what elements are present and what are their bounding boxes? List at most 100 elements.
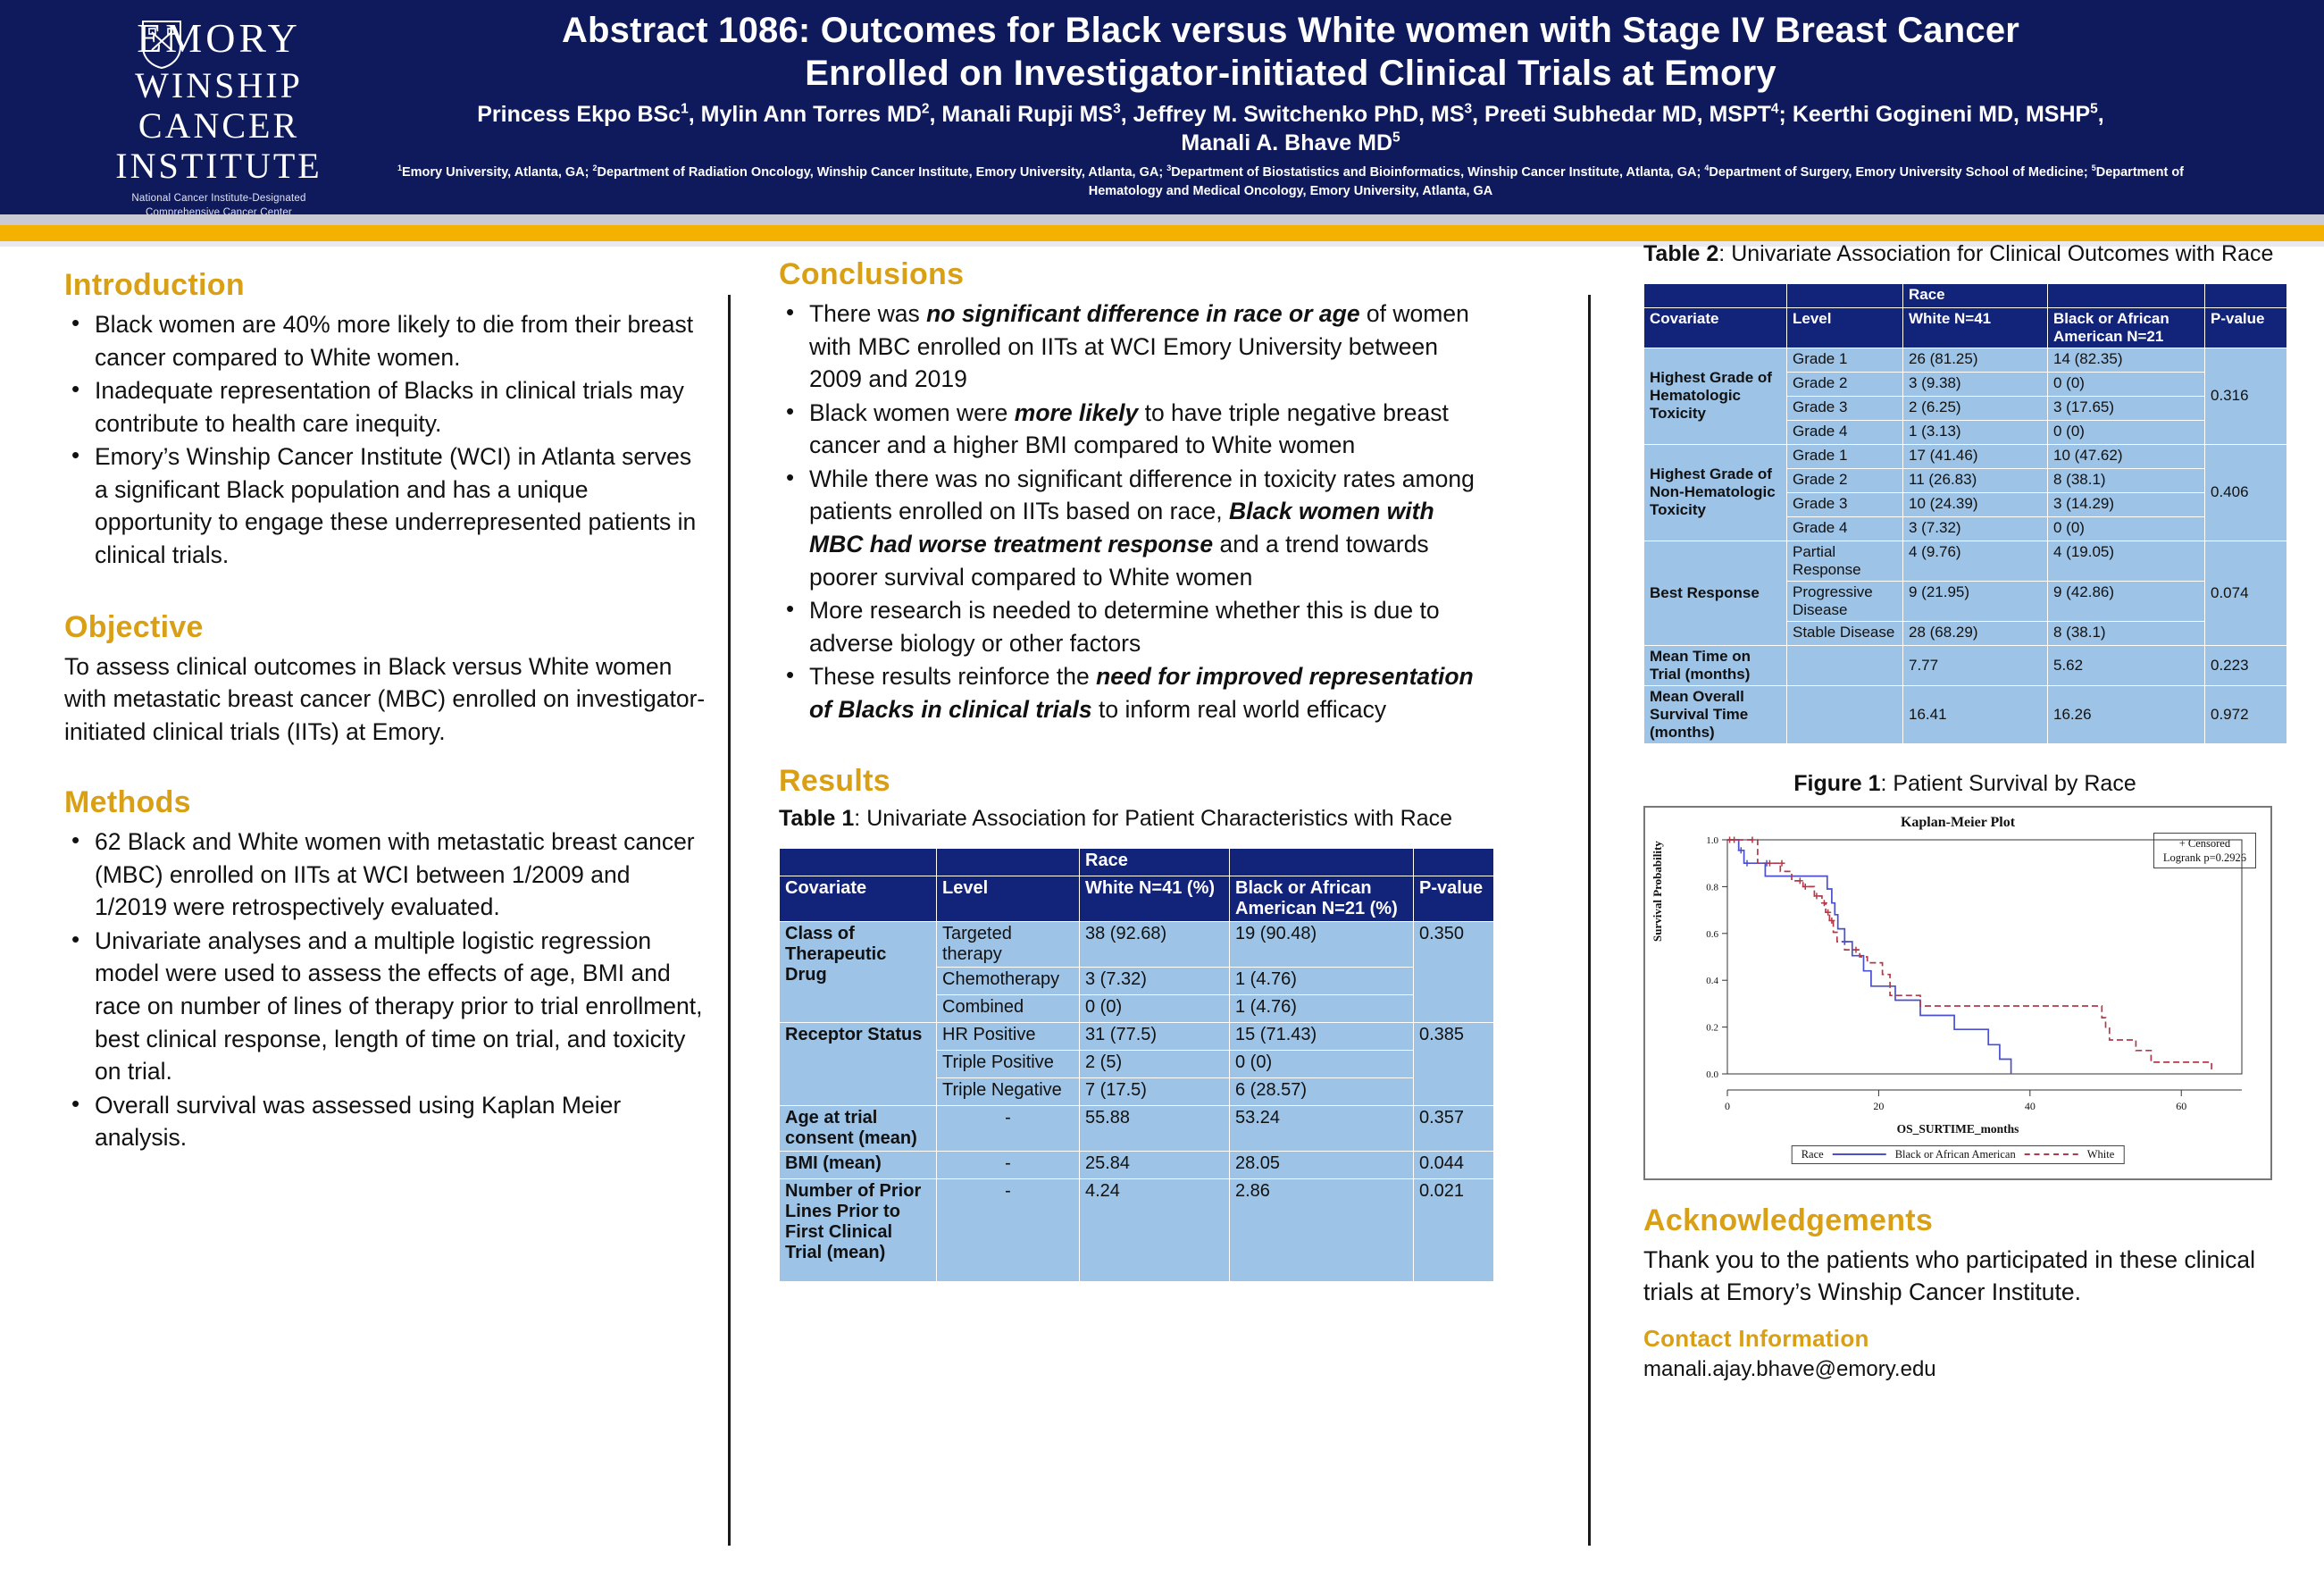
table1-cell-level: -: [936, 1178, 1080, 1282]
svg-text:0.2: 0.2: [1706, 1022, 1718, 1033]
svg-text:0.6: 0.6: [1706, 928, 1718, 939]
legend-line-white-icon: [2024, 1153, 2078, 1155]
table1-blank-cell: [936, 847, 1080, 876]
table1-cell-level: Targeted therapy: [936, 920, 1080, 968]
table1-cell-white: 2 (5): [1079, 1049, 1230, 1078]
chart-title: Kaplan-Meier Plot: [1900, 814, 2016, 830]
table-row: Chemotherapy 3 (7.32) 1 (4.76): [780, 966, 1494, 995]
table1-cell-black: 1 (4.76): [1229, 966, 1414, 995]
table2-cell-level: Partial Response: [1786, 540, 1903, 582]
acknowledgements-text: Thank you to the patients who participat…: [1643, 1245, 2255, 1306]
table-header-group-row: Race: [779, 847, 1494, 876]
table2-cell-black: 8 (38.1): [2047, 620, 2205, 646]
table1-col-header: Level: [936, 875, 1080, 922]
table-row: Highest Grade of Hematologic Toxicity Gra…: [1643, 347, 2287, 445]
table-header-row: Covariate Level White N=41 Black or African…: [1643, 306, 2287, 348]
results-heading: Results: [779, 764, 890, 799]
table1-col-header: Covariate: [779, 875, 937, 922]
table2-cell-covariate: Best Response: [1643, 540, 1787, 646]
middle-column: Conclusions There was no significant dif…: [779, 257, 1494, 1282]
table-header-row: Covariate Level White N=41 (%) Black or …: [779, 875, 1494, 922]
table2-blank-cell: [2204, 282, 2287, 308]
table1-cell-level: -: [936, 1150, 1080, 1179]
list-item: These results reinforce the need for imp…: [779, 659, 1493, 725]
logo-institute-text: INSTITUTE: [115, 145, 322, 186]
table2-cell-level: Grade 1: [1786, 443, 1903, 469]
table1-cell-white: 31 (77.5): [1079, 1021, 1230, 1051]
table2-cell-pvalue: 0.316: [2204, 347, 2287, 445]
table1-cell-pvalue: 0.350: [1413, 920, 1494, 1023]
table-row: Grade 3 10 (24.39) 3 (14.29): [1644, 491, 2287, 517]
table2-blank-cell: [2047, 282, 2205, 308]
logo-winship-text: WINSHIP: [135, 65, 303, 105]
spacer: [1643, 744, 2286, 771]
table2-col-header: Black or African American N=21: [2047, 306, 2205, 348]
list-item: Black women are 40% more likely to die f…: [64, 307, 707, 373]
svg-text:0: 0: [1725, 1100, 1730, 1112]
affiliations: 1Emory University, Atlanta, GA; 2Departm…: [397, 163, 2185, 198]
table1-cell-white: 0 (0): [1079, 993, 1230, 1023]
chart-plot-area: 0.0 0.2 0.4 0.6 0.8 1.0 0 20 40 60: [1706, 835, 2243, 1112]
table1-cell-black: 28.05: [1229, 1150, 1414, 1179]
table2-cell-black: 8 (38.1): [2047, 467, 2205, 493]
table2-cell-white: 1 (3.13): [1902, 419, 2048, 445]
table2-cell-level: Grade 4: [1786, 419, 1903, 445]
chart-x-axis-label: OS_SURTIME_months: [1896, 1121, 2019, 1136]
table2-cell-black: 0 (0): [2047, 516, 2205, 541]
list-item: Black women were more likely to have tri…: [779, 396, 1493, 462]
chart-annotation-logrank: Logrank p=0.2926: [2162, 851, 2246, 864]
objective-heading: Objective: [64, 609, 204, 644]
table1-cell-covariate: Receptor Status: [779, 1021, 937, 1106]
list-item: There was no significant difference in r…: [779, 297, 1493, 396]
table1-cell-pvalue: 0.385: [1413, 1021, 1494, 1106]
contact-email: manali.ajay.bhave@emory.edu: [1643, 1356, 1936, 1381]
table2-cell-black: 10 (47.62): [2047, 443, 2205, 469]
table2-cell-level: [1786, 644, 1903, 686]
logo-emory-text: EMORY: [137, 15, 301, 61]
table2-cell-white: 4 (9.76): [1902, 540, 2048, 582]
table1-col-header: White N=41 (%): [1079, 875, 1230, 922]
table2-cell-black: 9 (42.86): [2047, 580, 2205, 622]
table2-cell-black: 5.62: [2047, 644, 2205, 686]
table2-cell-level: Progressive Disease: [1786, 580, 1903, 622]
methods-heading: Methods: [64, 785, 191, 820]
table2-cell-pvalue: 0.074: [2204, 540, 2287, 646]
table-row: Triple Positive 2 (5) 0 (0): [780, 1049, 1494, 1078]
table2-cell-level: Stable Disease: [1786, 620, 1903, 646]
list-item: Overall survival was assessed using Kapl…: [64, 1088, 707, 1154]
table1-cell-black: 6 (28.57): [1229, 1077, 1414, 1106]
table-row: BMI (mean) - 25.84 28.05 0.044: [779, 1150, 1494, 1179]
table2-cell-black: 4 (19.05): [2047, 540, 2205, 582]
table2-cell-covariate: Mean Time on Trial (months): [1643, 644, 1787, 686]
table-row: Receptor Status HR Positive 31 (77.5) 15…: [779, 1021, 1494, 1106]
chart-legend: Race Black or African American White: [1791, 1144, 2125, 1164]
introduction-heading: Introduction: [64, 268, 245, 302]
table1-cell-pvalue: 0.021: [1413, 1178, 1494, 1282]
table1-caption-rest: : Univariate Association for Patient Cha…: [854, 806, 1453, 832]
table1-col-header: P-value: [1413, 875, 1494, 922]
table-row: Highest Grade of Non-Hematologic Toxicit…: [1643, 443, 2287, 541]
chart-legend-title: Race: [1801, 1147, 1824, 1161]
table-row: Triple Negative 7 (17.5) 6 (28.57): [780, 1077, 1494, 1106]
table2-cell-level: Grade 2: [1786, 467, 1903, 493]
table2-cell-white: 11 (26.83): [1902, 467, 2048, 493]
table1-caption: Table 1: Univariate Association for Pati…: [779, 804, 1493, 834]
svg-text:0.4: 0.4: [1706, 976, 1718, 986]
table-row: Best Response Partial Response 4 (9.76) 4 (…: [1643, 540, 2287, 646]
table1-cell-covariate: Age at trial consent (mean): [779, 1104, 937, 1152]
table2-group-header-race: Race: [1902, 282, 2048, 308]
table2-cell-black: 14 (82.35): [2047, 347, 2205, 373]
table1-cell-white: 55.88: [1079, 1104, 1230, 1152]
table2-cell-white: 16.41: [1902, 684, 2048, 744]
conclusions-heading: Conclusions: [779, 257, 965, 291]
table2-col-header: Covariate: [1643, 306, 1787, 348]
table1-cell-pvalue: 0.357: [1413, 1104, 1494, 1152]
table2-cell-black: 0 (0): [2047, 419, 2205, 445]
table2-cell-white: 10 (24.39): [1902, 491, 2048, 517]
figure1-caption: Figure 1: Patient Survival by Race: [1643, 771, 2286, 797]
table1-cell-covariate: BMI (mean): [779, 1150, 937, 1179]
table-row: Stable Disease 28 (68.29) 8 (38.1): [1644, 620, 2287, 646]
